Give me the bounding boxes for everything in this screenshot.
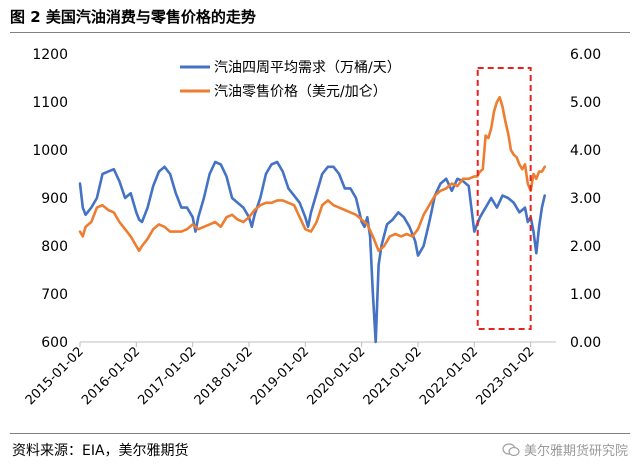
source-divider bbox=[10, 433, 630, 434]
right-tick-label: 5.00 bbox=[570, 95, 601, 111]
right-tick-label: 0.00 bbox=[570, 335, 601, 351]
dual-axis-line-chart: 600 700 800 900 1000 1100 1200 0.00 1.00 2.00 3.0… bbox=[23, 47, 601, 408]
left-axis-tick-labels: 600 700 800 900 1000 1100 1200 bbox=[32, 47, 68, 351]
watermark: 美尔雅期货研究院 bbox=[502, 440, 628, 459]
title-divider bbox=[10, 32, 630, 33]
figure-title: 图 2 美国汽油消费与零售价格的走势 bbox=[10, 8, 256, 26]
x-tick-label: 2023-01-02 bbox=[473, 344, 537, 408]
legend-label: 汽油零售价格（美元/加仑） bbox=[214, 84, 387, 100]
price-series-line bbox=[78, 95, 547, 253]
x-tick-label: 2016-01-02 bbox=[79, 344, 143, 408]
left-tick-label: 700 bbox=[41, 287, 68, 303]
x-tick-label: 2017-01-02 bbox=[135, 344, 199, 408]
watermark-text: 美尔雅期货研究院 bbox=[523, 444, 628, 459]
legend-entry: 汽油零售价格（美元/加仑） bbox=[180, 84, 387, 100]
right-tick-label: 6.00 bbox=[570, 47, 601, 63]
x-tick-label: 2018-01-02 bbox=[192, 344, 256, 408]
left-tick-label: 1100 bbox=[32, 95, 68, 111]
x-tick-label: 2015-01-02 bbox=[23, 344, 87, 408]
left-tick-label: 1200 bbox=[32, 47, 68, 63]
right-tick-label: 3.00 bbox=[570, 191, 601, 207]
left-tick-label: 600 bbox=[41, 335, 68, 351]
right-tick-label: 1.00 bbox=[570, 287, 601, 303]
legend: 汽油四周平均需求（万桶/天） 汽油零售价格（美元/加仑） bbox=[180, 60, 401, 100]
x-tick-label: 2020-01-02 bbox=[304, 344, 368, 408]
legend-entry: 汽油四周平均需求（万桶/天） bbox=[180, 60, 401, 76]
left-tick-label: 800 bbox=[41, 239, 68, 255]
right-tick-label: 2.00 bbox=[570, 239, 601, 255]
source-note: 资料来源：EIA，美尔雅期货 bbox=[12, 443, 189, 459]
left-tick-label: 900 bbox=[41, 191, 68, 207]
x-axis: 2015-01-022016-01-022017-01-022018-01-02… bbox=[23, 341, 556, 408]
x-tick-label: 2021-01-02 bbox=[361, 344, 425, 408]
wechat-icon bbox=[502, 442, 520, 456]
x-tick-label: 2022-01-02 bbox=[417, 344, 481, 408]
demand-series-line bbox=[78, 160, 547, 344]
x-tick-label: 2019-01-02 bbox=[248, 344, 312, 408]
series-layer bbox=[78, 95, 547, 344]
right-tick-label: 4.00 bbox=[570, 143, 601, 159]
left-tick-label: 1000 bbox=[32, 143, 68, 159]
legend-label: 汽油四周平均需求（万桶/天） bbox=[214, 60, 401, 76]
right-axis-tick-labels: 0.00 1.00 2.00 3.00 4.00 5.00 6.00 bbox=[570, 47, 601, 351]
highlight-box bbox=[476, 67, 532, 330]
